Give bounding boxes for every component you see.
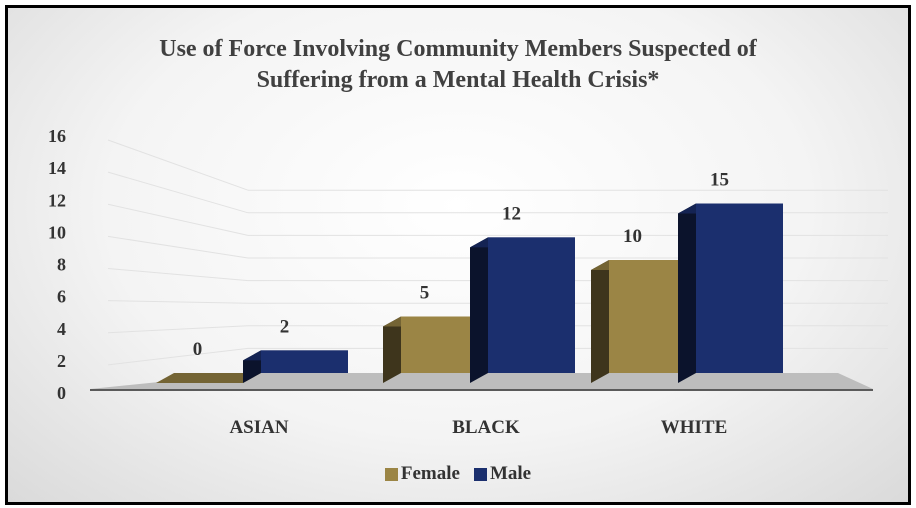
bar-side-white-female [591,260,609,383]
bar-asian-female [156,373,261,383]
gridline-14 [107,171,249,214]
chart-floor [90,373,873,391]
y-tick-label-4: 4 [57,319,66,339]
gridline-8 [107,268,249,282]
chart-plot-area: 0 2 4 6 8 10 12 14 16 0 2 5 12 10 15 ASIAN BLACK WHITE [48,126,888,438]
bar-white-male [678,203,783,383]
data-labels: 0 2 5 12 10 15 [193,170,729,361]
gridline-10 [107,235,249,259]
chart-title-line-1: Use of Force Involving Community Members… [159,36,757,62]
legend-item-male: Male [473,463,532,485]
data-label-asian-male: 2 [280,316,290,337]
bars [156,203,783,383]
bar-side-black-female [383,316,401,383]
data-label-black-female: 5 [420,283,430,304]
bar-side-black-male [470,237,488,383]
data-label-white-male: 15 [710,170,729,191]
legend-label-female: Female [400,463,460,484]
legend-label-male: Male [489,463,532,484]
bar-front-asian-male [261,350,348,373]
y-tick-label-6: 6 [57,287,66,307]
category-label-white: WHITE [661,417,728,438]
y-tick-label-12: 12 [48,190,66,210]
bar-front-black-male [488,237,575,373]
legend-swatch-female [384,467,398,481]
bar-side-white-male [678,203,696,383]
bar-top-asian-female [156,373,261,383]
gridline-4 [107,325,249,334]
y-axis-ticks: 0 2 4 6 8 10 12 14 16 [48,126,66,403]
chart-frame: Use of Force Involving Community Members… [5,5,911,505]
gridline-2 [107,347,249,366]
gridline-6 [107,300,249,304]
data-label-black-male: 12 [502,203,521,224]
x-axis-categories: ASIAN BLACK WHITE [229,417,727,438]
chart-title: Use of Force Involving Community Members… [68,34,848,96]
bar-black-male [470,237,575,383]
legend-swatch-male [473,467,487,481]
bar-front-white-male [696,203,783,373]
gridline-12 [107,203,249,236]
y-tick-label-16: 16 [48,126,66,146]
y-tick-label-14: 14 [48,158,66,178]
y-tick-label-2: 2 [57,351,66,371]
y-tick-label-8: 8 [57,255,66,275]
gridline-16 [107,139,249,191]
data-label-white-female: 10 [623,226,642,247]
y-tick-label-0: 0 [57,383,66,403]
bar-asian-male [243,350,348,383]
legend-item-female: Female [384,463,460,485]
floor-plane [90,373,873,389]
category-label-black: BLACK [452,417,520,438]
data-label-asian-female: 0 [193,339,203,360]
y-tick-label-10: 10 [48,222,66,242]
chart-legend: Female Male [8,463,908,485]
category-label-asian: ASIAN [229,417,288,438]
chart-title-line-2: Suffering from a Mental Health Crisis* [256,67,660,93]
